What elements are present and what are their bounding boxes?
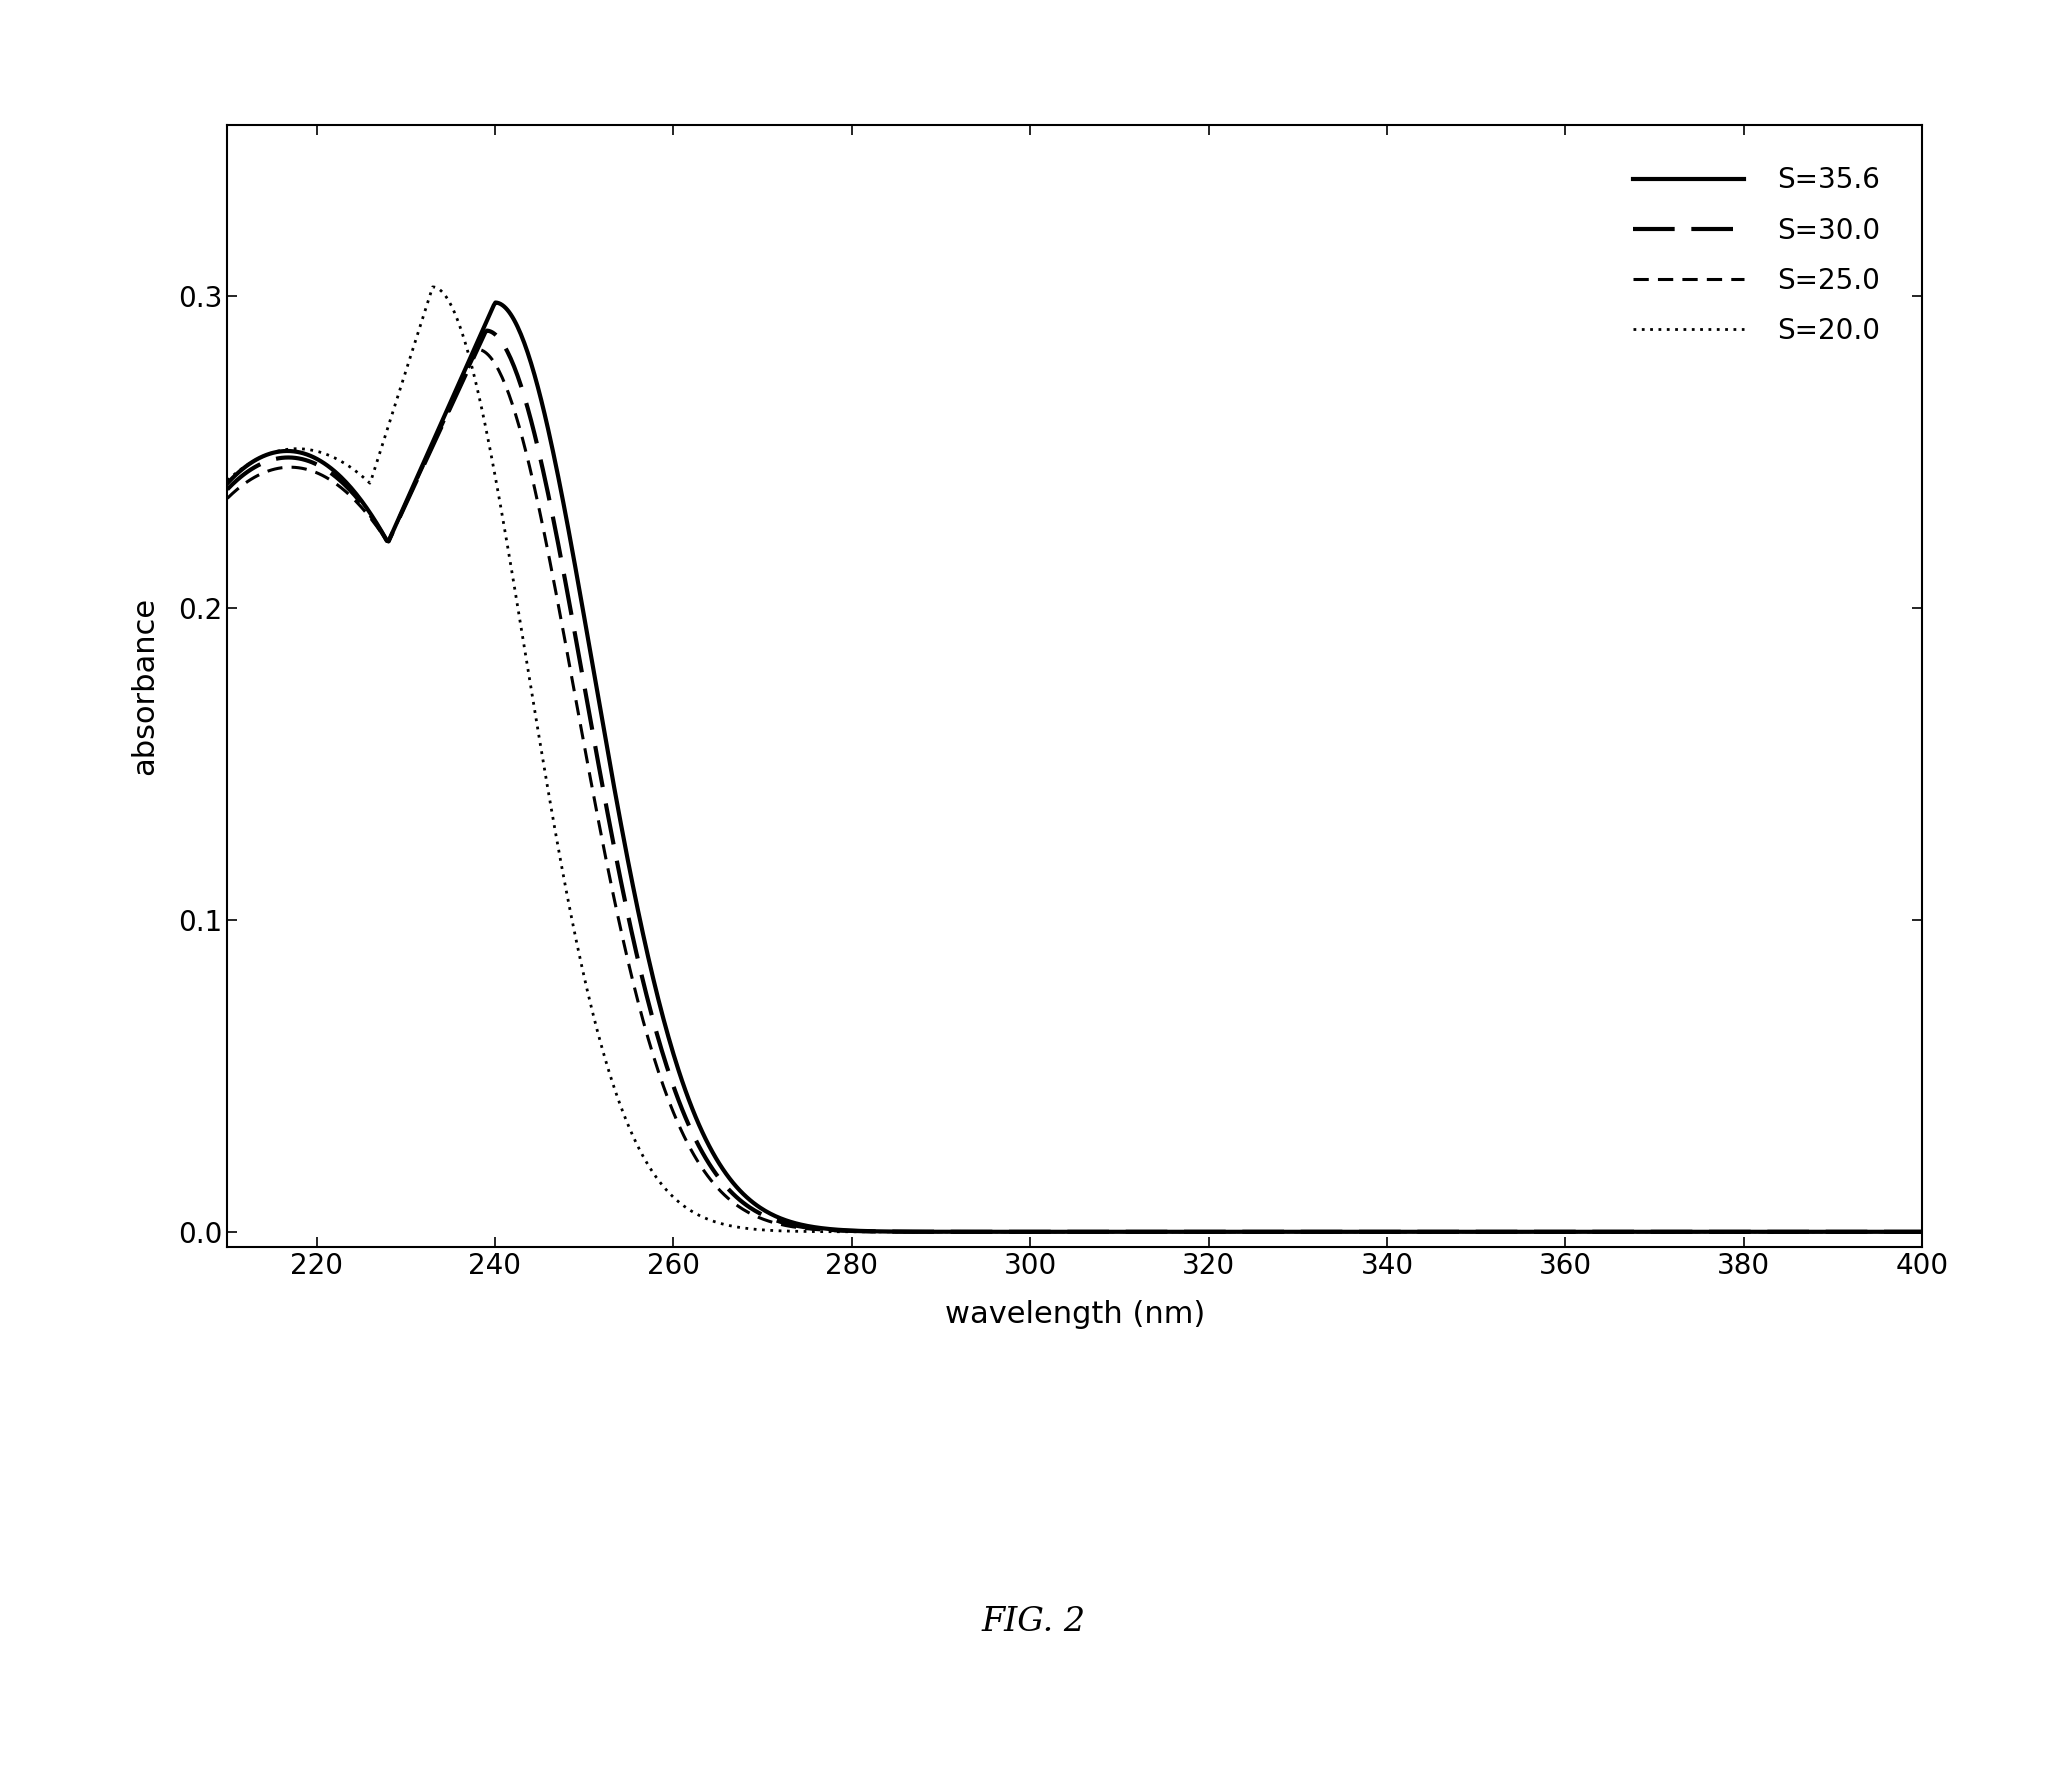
S=25.0 <box>1381 1221 1406 1242</box>
Line: S=35.6: S=35.6 <box>227 303 1922 1231</box>
S=20.0 <box>1538 1221 1563 1242</box>
S=20.0 <box>389 378 413 399</box>
S=35.6 <box>1569 1221 1594 1242</box>
S=30.0 <box>963 1221 988 1242</box>
Y-axis label: absorbance: absorbance <box>130 597 159 775</box>
S=20.0 <box>1381 1221 1406 1242</box>
S=30.0 <box>1910 1221 1935 1242</box>
S=30.0 <box>215 479 240 501</box>
S=30.0 <box>475 321 500 342</box>
S=25.0 <box>1569 1221 1594 1242</box>
S=35.6 <box>484 292 508 314</box>
S=35.6 <box>215 472 240 494</box>
S=35.6 <box>901 1221 926 1242</box>
S=25.0 <box>1538 1221 1563 1242</box>
S=30.0 <box>901 1221 926 1242</box>
S=30.0 <box>389 504 413 526</box>
X-axis label: wavelength (nm): wavelength (nm) <box>945 1299 1205 1329</box>
S=20.0 <box>1910 1221 1935 1242</box>
Line: S=25.0: S=25.0 <box>227 349 1922 1231</box>
S=25.0 <box>389 504 413 526</box>
S=35.6 <box>1910 1221 1935 1242</box>
Line: S=30.0: S=30.0 <box>227 331 1922 1231</box>
S=25.0 <box>1910 1221 1935 1242</box>
S=25.0 <box>963 1221 988 1242</box>
Legend: S=35.6, S=30.0, S=25.0, S=20.0: S=35.6, S=30.0, S=25.0, S=20.0 <box>1606 139 1908 372</box>
Text: FIG. 2: FIG. 2 <box>982 1606 1085 1638</box>
S=30.0 <box>1381 1221 1406 1242</box>
S=35.6 <box>389 504 413 526</box>
S=20.0 <box>215 470 240 492</box>
S=20.0 <box>963 1221 988 1242</box>
S=25.0 <box>215 488 240 510</box>
S=25.0 <box>901 1221 926 1242</box>
S=30.0 <box>1538 1221 1563 1242</box>
S=20.0 <box>901 1221 926 1242</box>
S=20.0 <box>420 276 444 298</box>
S=25.0 <box>465 339 490 360</box>
S=35.6 <box>1538 1221 1563 1242</box>
S=20.0 <box>1569 1221 1594 1242</box>
S=30.0 <box>1569 1221 1594 1242</box>
S=35.6 <box>1381 1221 1406 1242</box>
S=35.6 <box>963 1221 988 1242</box>
Line: S=20.0: S=20.0 <box>227 287 1922 1231</box>
